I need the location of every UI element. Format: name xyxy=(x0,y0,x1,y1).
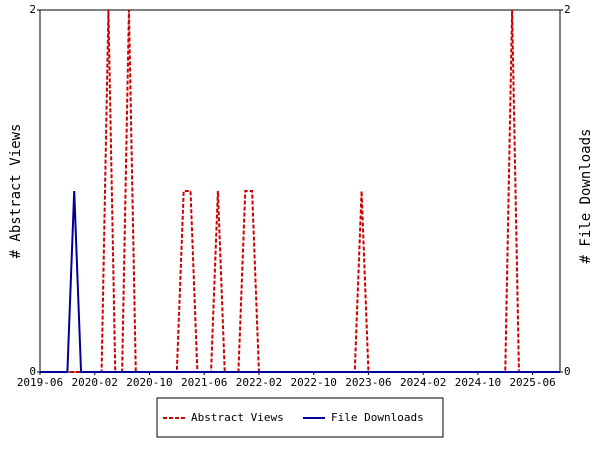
series-line xyxy=(40,9,560,373)
y2-axis-label: # File Downloads xyxy=(578,129,594,264)
x-tick-label: 2023-06 xyxy=(345,376,391,389)
x-tick-label: 2019-06 xyxy=(17,376,63,389)
x-tick-label: 2020-02 xyxy=(72,376,118,389)
y2-tick-label: 0 xyxy=(564,365,571,378)
x-tick-label: 2024-02 xyxy=(400,376,446,389)
legend xyxy=(156,397,444,438)
x-tick-label: 2022-02 xyxy=(236,376,282,389)
x-tick-label: 2021-06 xyxy=(181,376,227,389)
y2-tick-label: 2 xyxy=(564,3,571,16)
legend-label: Abstract Views xyxy=(191,411,284,424)
x-tick-label: 2024-10 xyxy=(455,376,501,389)
x-tick-label: 2020-10 xyxy=(126,376,172,389)
y-tick-label: 2 xyxy=(29,3,36,16)
series-line xyxy=(40,190,560,373)
y-tick-label: 0 xyxy=(29,365,36,378)
y-axis-label: # Abstract Views xyxy=(8,124,24,259)
legend-label: File Downloads xyxy=(331,411,424,424)
x-tick-label: 2025-06 xyxy=(509,376,555,389)
x-tick-label: 2022-10 xyxy=(291,376,337,389)
plot-frame xyxy=(39,9,561,373)
